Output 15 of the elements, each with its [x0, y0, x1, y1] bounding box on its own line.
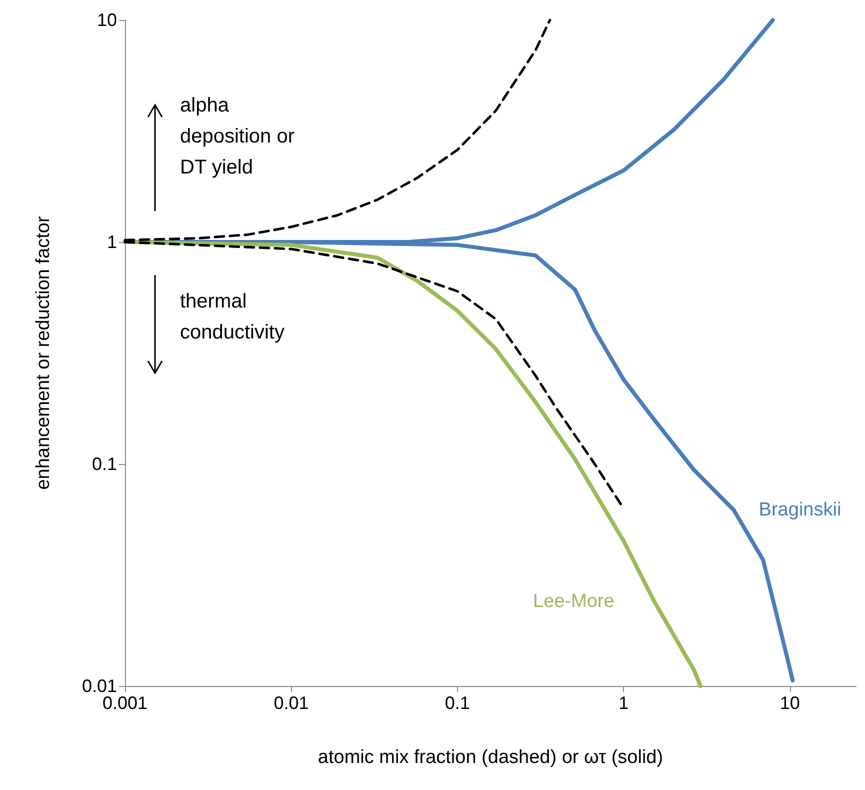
annotation: alpha deposition or DT yield: [180, 94, 300, 178]
x-tick-label: 1: [618, 693, 629, 713]
y-tick-label: 10: [96, 10, 117, 30]
series-label: Braginskii: [758, 500, 842, 521]
y-tick-label: 0.1: [92, 454, 117, 474]
x-tick-label: 0.01: [274, 693, 309, 713]
y-axis-title: enhancement or reduction factor: [33, 216, 54, 490]
x-tick-label: 10: [780, 693, 800, 713]
annotation: thermal conductivity: [180, 290, 284, 344]
y-tick-label: 0.01: [82, 676, 117, 696]
y-tick-label: 1: [106, 232, 117, 252]
x-tick-label: 0.1: [444, 693, 470, 713]
series-label: Lee-More: [533, 591, 614, 612]
x-tick-label: 0.001: [102, 693, 148, 713]
x-axis-title: atomic mix fraction (dashed) or ωτ (solid): [318, 747, 664, 768]
